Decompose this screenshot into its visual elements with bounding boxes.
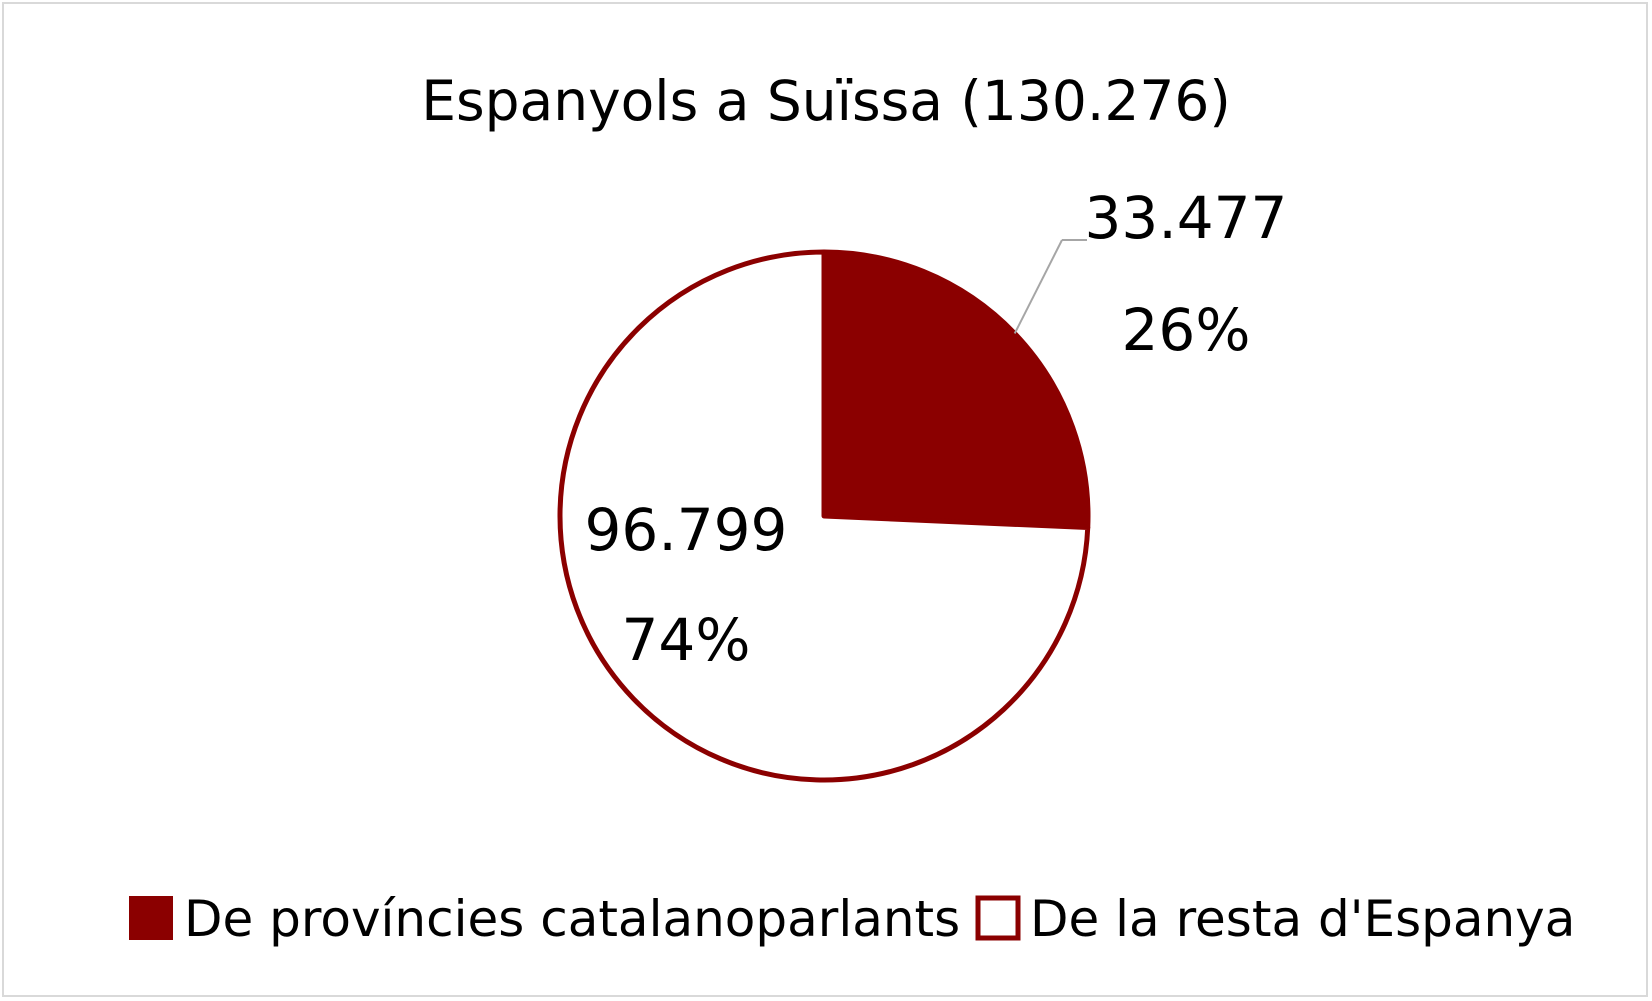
legend-swatch-catalan [129,896,173,940]
pie-slice-catalan [821,249,1091,531]
legend-label-rest: De la resta d'Espanya [1030,890,1575,948]
slice-value-label-rest: 96.799 [585,496,788,564]
legend: De províncies catalanoparlants De la res… [129,890,1575,948]
legend-label-catalan: De províncies catalanoparlants [184,890,960,948]
slice-percent-label-rest: 74% [622,606,751,674]
pie-slice-rest [557,249,1091,783]
legend-swatch-rest [975,895,1021,941]
slice-value-label-catalan: 33.477 [1085,184,1288,252]
leader-line [1013,239,1063,334]
chart-title: Espanyols a Suïssa (130.276) [421,69,1231,133]
slice-percent-label-catalan: 26% [1122,296,1251,364]
pie-group [557,249,1091,783]
